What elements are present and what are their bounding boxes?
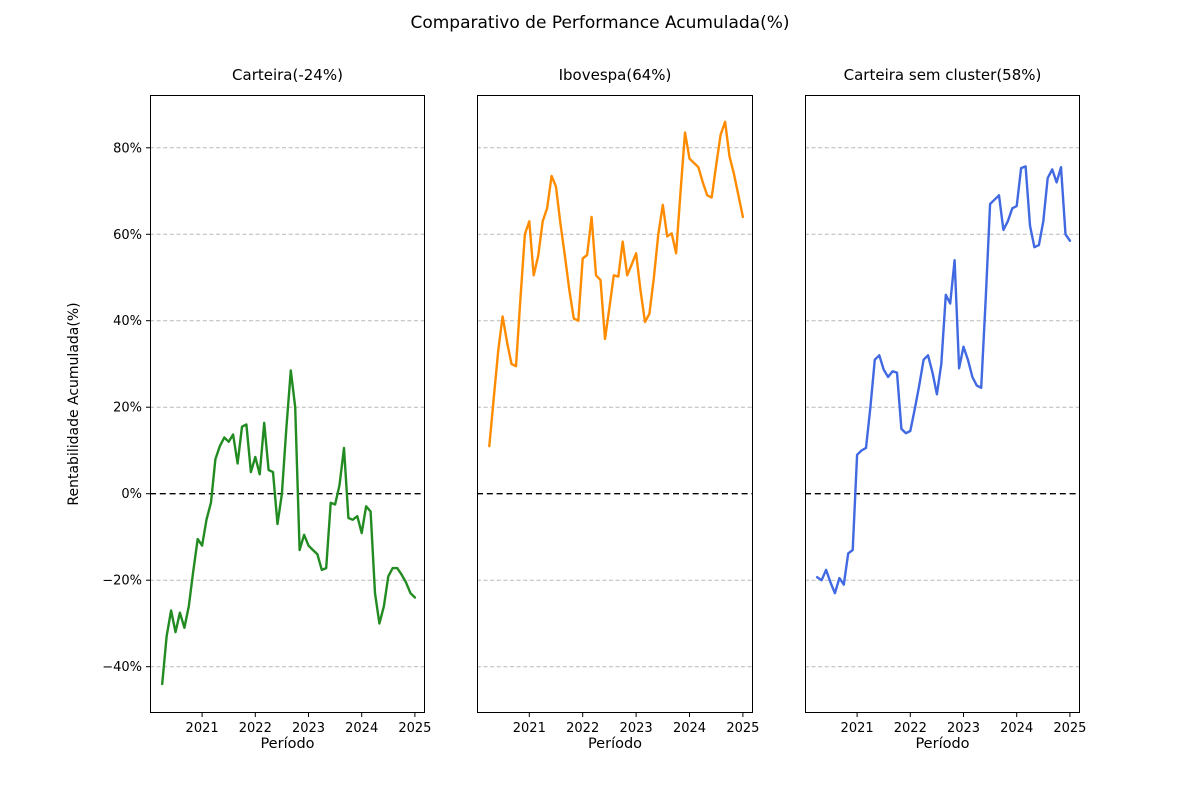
x-tick-label: 2022 xyxy=(894,721,927,736)
x-tick-label: 2023 xyxy=(292,721,325,736)
x-axis-label-carteira-sem-cluster: Período xyxy=(915,736,970,752)
x-tick-label: 2021 xyxy=(841,721,874,736)
subplot-carteira-sem-cluster: Carteira sem cluster(58%) 2021 2022 2023 20… xyxy=(805,66,1086,752)
y-tick-label: 60% xyxy=(113,228,142,243)
x-axis-label-ibovespa: Período xyxy=(587,736,643,752)
subplot-title-carteira: Carteira(-24%) xyxy=(232,66,343,84)
series-line-ibovespa xyxy=(488,120,745,448)
y-tick-label: 80% xyxy=(113,141,142,156)
axes-frame xyxy=(150,95,425,713)
subplot-title-carteira-sem-cluster: Carteira sem cluster(58%) xyxy=(843,66,1042,84)
x-tick-label: 2025 xyxy=(1053,721,1086,736)
subplot-title-ibovespa: Ibovespa(64%) xyxy=(558,66,672,84)
subplot-ibovespa: Ibovespa(64%) 2021 2022 2023 2024 2025 Perío… xyxy=(477,66,759,752)
x-tick-label: 2024 xyxy=(345,721,378,736)
y-axis-label: Rentabilidade Acumulada(%) xyxy=(66,302,82,506)
plot-area-carteira: 2021 2022 2023 2024 2025 80% 60% 40% 20% 0% −20% −4… xyxy=(102,95,431,736)
y-tick-label: 0% xyxy=(121,487,142,502)
subplot-carteira: Carteira(-24%) 2021 2022 2023 2024 2025 80% 60… xyxy=(102,66,431,752)
x-tick-label: 2021 xyxy=(513,721,546,736)
figure-title: Comparativo de Performance Acumulada(%) xyxy=(410,13,790,33)
y-tick-label: −40% xyxy=(102,660,142,675)
x-tick-label: 2023 xyxy=(947,721,980,736)
plot-area-carteira-sem-cluster: 2021 2022 2023 2024 2025 xyxy=(805,95,1086,736)
axes-frame xyxy=(477,95,753,713)
series-line-carteira xyxy=(160,369,417,686)
plot-area-ibovespa: 2021 2022 2023 2024 2025 xyxy=(477,95,759,736)
x-tick-label: 2024 xyxy=(1000,721,1033,736)
x-axis-label-carteira: Período xyxy=(260,736,315,752)
axes-frame xyxy=(805,95,1080,713)
x-tick-label: 2023 xyxy=(620,721,653,736)
x-tick-label: 2021 xyxy=(186,721,219,736)
x-tick-label: 2025 xyxy=(398,721,431,736)
x-tick-label: 2022 xyxy=(239,721,272,736)
x-tick-label: 2025 xyxy=(726,721,759,736)
y-tick-label: −20% xyxy=(102,574,142,589)
x-tick-label: 2024 xyxy=(673,721,706,736)
x-tick-label: 2022 xyxy=(566,721,599,736)
y-tick-label: 40% xyxy=(113,314,142,329)
series-line-carteira-sem-cluster xyxy=(815,165,1072,595)
y-tick-label: 20% xyxy=(113,401,142,416)
